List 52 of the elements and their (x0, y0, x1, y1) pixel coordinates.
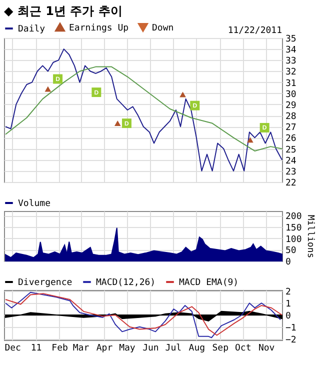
x-tick-label: Mar (72, 344, 90, 354)
y-tick-label: 22 (286, 178, 296, 188)
y-tick-label: 29 (286, 100, 296, 111)
x-tick-label: Feb (52, 344, 68, 354)
point (114, 120, 121, 126)
y-tick-label: 0 (286, 258, 291, 268)
y-tick-label: 200 (286, 212, 302, 222)
y-axis-title: Millions (304, 214, 315, 258)
y-tick-label: 26 (286, 134, 296, 144)
legend-label: MACD(12,26) (96, 278, 156, 288)
x-tick-label: Dec (4, 344, 21, 354)
y-tick-label: 24 (286, 156, 296, 166)
x-tick-label: Jul (165, 344, 182, 354)
y-tick-label: 34 (286, 46, 296, 56)
point (247, 137, 254, 143)
y-tick-label: 32 (286, 68, 296, 78)
x-tick-label: Sep (212, 344, 229, 354)
line-series (5, 48, 282, 172)
x-tick-label: May (119, 344, 136, 354)
point (44, 86, 52, 92)
legend-label: Daily (18, 24, 46, 34)
y-tick-label: 100 (286, 234, 302, 245)
line-series (5, 66, 282, 152)
point (180, 92, 186, 98)
y-tick-label: 1 (286, 300, 291, 310)
y-tick-label: 50 (286, 246, 296, 256)
legend-label: Earnings Up (69, 23, 129, 34)
y-tick-label: 2 (286, 288, 291, 298)
chart-title: ◆ 최근 1년 주가 추이 (4, 4, 122, 18)
legend-label: Volume (18, 199, 51, 209)
x-tick-label: 11 (30, 344, 42, 354)
y-tick-label: −2 (286, 335, 296, 346)
y-tick-label: 25 (286, 145, 296, 156)
x-tick-label: Jun (142, 344, 159, 354)
legend-label: Divergence (18, 278, 72, 288)
y-tick-label: 23 (286, 167, 296, 178)
y-tick-label: 30 (286, 90, 296, 100)
y-tick-label: 31 (286, 78, 296, 89)
y-tick-label: 27 (286, 123, 296, 134)
x-tick-label: Aug (188, 344, 206, 354)
x-tick-label: Oct (234, 344, 252, 354)
x-tick-label: Nov (258, 344, 275, 354)
x-tick-label: Apr (96, 344, 114, 354)
y-tick-label: 35 (286, 34, 296, 44)
legend-label: MACD EMA(9) (179, 278, 239, 288)
y-tick-label: 28 (286, 112, 296, 122)
y-tick-label: 33 (286, 56, 296, 67)
text: 11/22/2011 (228, 26, 282, 36)
y-tick-label: −1 (286, 323, 296, 334)
legend-label: Down (152, 23, 174, 34)
y-tick-label: 0 (286, 312, 291, 322)
y-tick-label: 150 (286, 223, 302, 234)
